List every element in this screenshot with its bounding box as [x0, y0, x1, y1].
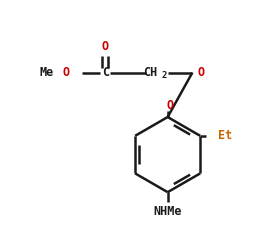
- Text: O: O: [102, 40, 109, 53]
- Text: C: C: [102, 66, 109, 79]
- Text: O: O: [166, 99, 173, 112]
- Text: CH: CH: [143, 66, 158, 79]
- Text: NHMe: NHMe: [153, 205, 182, 218]
- Text: O: O: [197, 66, 204, 79]
- Text: 2: 2: [162, 71, 167, 80]
- Text: Et: Et: [218, 129, 232, 142]
- Text: Me: Me: [40, 66, 54, 79]
- Text: O: O: [62, 66, 70, 79]
